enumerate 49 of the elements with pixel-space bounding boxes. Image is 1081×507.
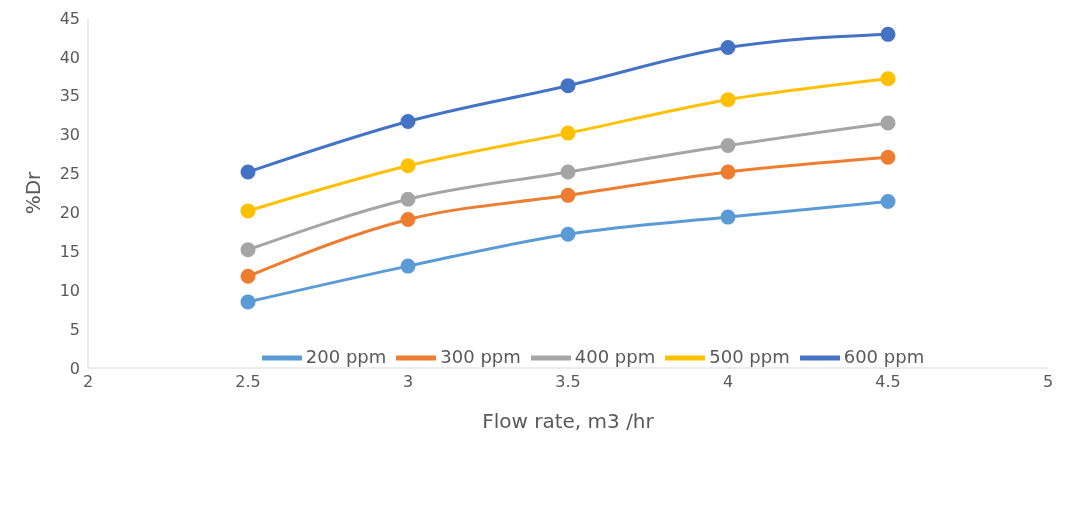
- legend-label: 300 ppm: [440, 346, 521, 367]
- point: [720, 40, 736, 56]
- y-tick-label: 25: [59, 164, 80, 184]
- y-tick-label: 0: [69, 358, 80, 378]
- point: [560, 226, 576, 242]
- x-tick-label: 2: [82, 372, 94, 392]
- y-axis-title: %Dr: [21, 170, 46, 215]
- point: [240, 268, 256, 284]
- legend-label: 200 ppm: [305, 346, 387, 367]
- point: [880, 115, 896, 131]
- point: [880, 149, 896, 165]
- point: [560, 125, 576, 141]
- y-tick-label: 30: [59, 125, 80, 145]
- point: [240, 294, 256, 310]
- point: [720, 209, 736, 225]
- x-tick-label: 4.5: [875, 372, 901, 392]
- legend-label: 400 ppm: [574, 346, 656, 367]
- point: [560, 187, 576, 203]
- x-tick-label: 3.5: [555, 372, 581, 392]
- y-tick-label: 10: [59, 280, 80, 300]
- point: [400, 191, 416, 207]
- point: [240, 203, 256, 219]
- x-tick-label: 5: [1042, 372, 1054, 392]
- y-tick-label: 40: [59, 47, 80, 67]
- point: [880, 71, 896, 87]
- point: [560, 164, 576, 180]
- point: [880, 194, 896, 210]
- x-tick-label: 2.5: [235, 372, 261, 392]
- x-tick-label: 4: [722, 372, 734, 392]
- y-tick-label: 35: [59, 86, 80, 106]
- x-tick-label: 3: [402, 372, 414, 392]
- y-tick-label: 45: [59, 8, 80, 28]
- point: [720, 138, 736, 154]
- point: [400, 158, 416, 174]
- x-axis-title: Flow rate, m3 /hr: [482, 409, 655, 433]
- y-tick-label: 5: [69, 319, 80, 339]
- y-tick-label: 15: [59, 242, 80, 262]
- y-tick-label: 20: [59, 203, 80, 223]
- legend-label: 500 ppm: [709, 346, 790, 367]
- point: [560, 78, 576, 94]
- point: [720, 92, 736, 108]
- point: [400, 258, 416, 274]
- point: [240, 164, 256, 180]
- point: [720, 164, 736, 180]
- point: [880, 26, 896, 42]
- point: [400, 211, 416, 227]
- point: [240, 242, 256, 258]
- point: [400, 113, 416, 129]
- legend-label: 600 ppm: [843, 346, 925, 367]
